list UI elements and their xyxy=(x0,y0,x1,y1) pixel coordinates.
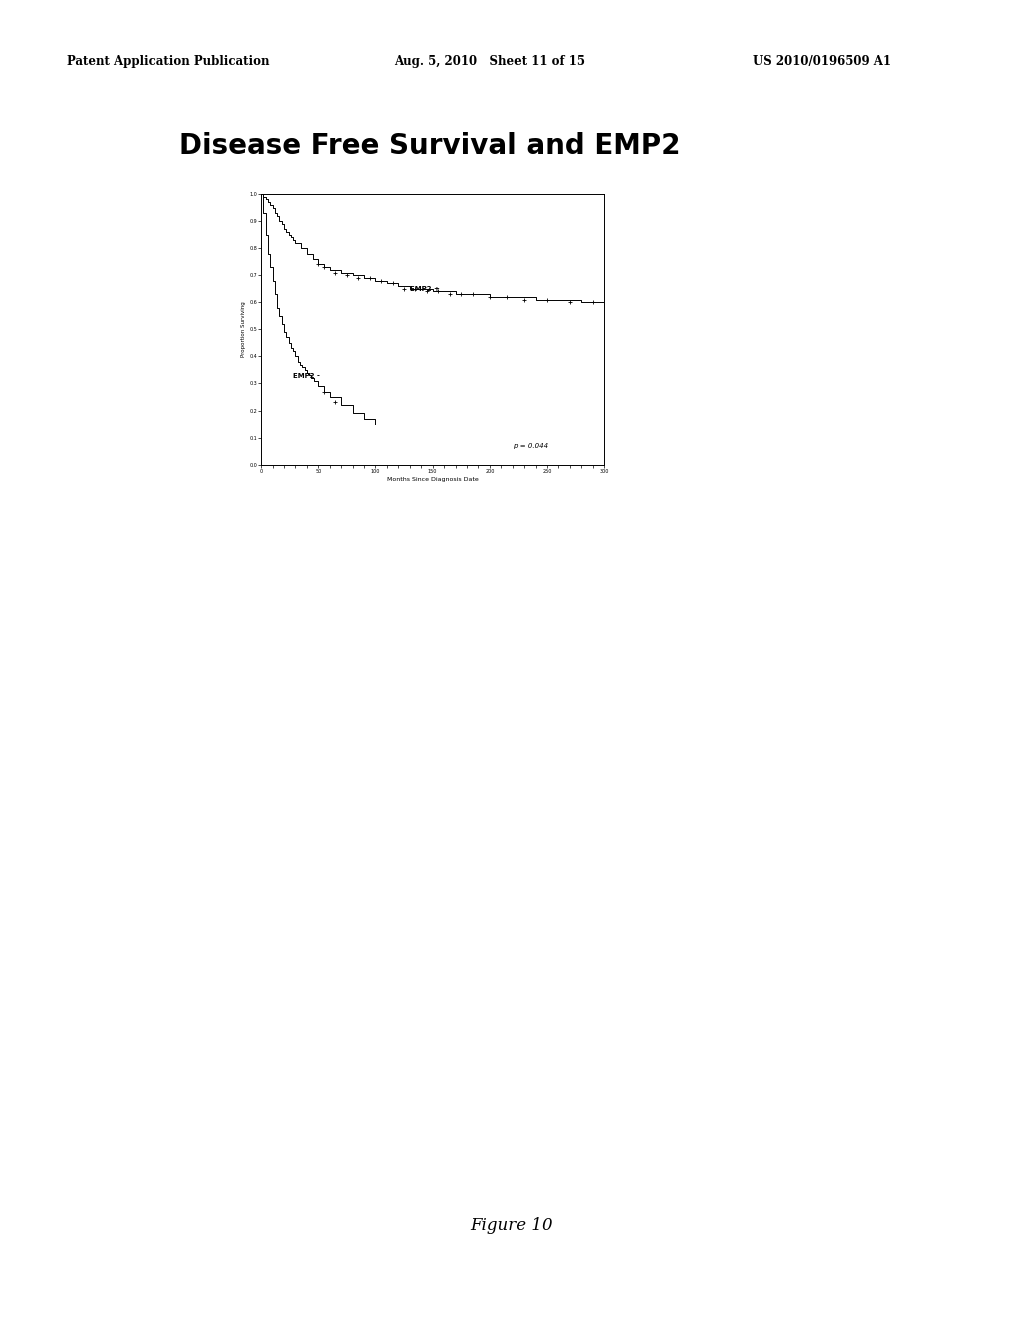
Text: Disease Free Survival and EMP2: Disease Free Survival and EMP2 xyxy=(179,132,681,160)
Text: US 2010/0196509 A1: US 2010/0196509 A1 xyxy=(753,55,891,69)
Text: EMP2 +: EMP2 + xyxy=(410,286,439,293)
Y-axis label: Proportion Surviving: Proportion Surviving xyxy=(242,301,247,358)
Text: EMP2 -: EMP2 - xyxy=(293,374,321,379)
Text: p = 0.044: p = 0.044 xyxy=(513,444,548,449)
Text: Patent Application Publication: Patent Application Publication xyxy=(67,55,269,69)
Text: Aug. 5, 2010   Sheet 11 of 15: Aug. 5, 2010 Sheet 11 of 15 xyxy=(394,55,586,69)
X-axis label: Months Since Diagnosis Date: Months Since Diagnosis Date xyxy=(387,477,478,482)
Text: Figure 10: Figure 10 xyxy=(471,1217,553,1234)
